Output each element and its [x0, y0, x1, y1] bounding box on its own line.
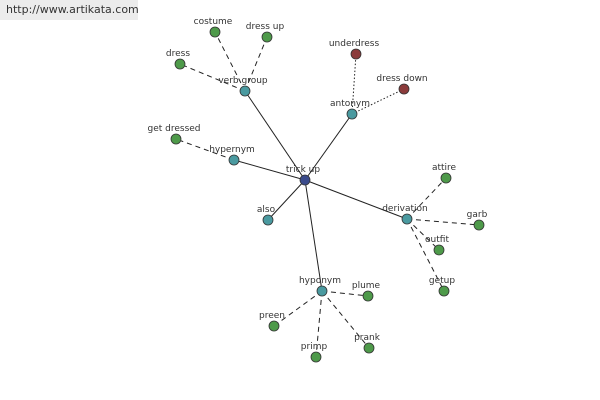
edge — [406, 218, 445, 292]
node-label: hypernym — [209, 145, 255, 155]
edge — [406, 218, 480, 226]
node — [433, 244, 445, 256]
node — [170, 133, 182, 145]
node-label: also — [257, 205, 276, 215]
node-label: garb — [467, 210, 488, 220]
node — [401, 213, 413, 225]
edge — [273, 290, 323, 327]
node — [363, 342, 375, 354]
node — [440, 172, 452, 184]
node-label: verb group — [218, 76, 268, 86]
node — [398, 83, 410, 95]
node-label: primp — [301, 342, 328, 352]
edge — [244, 36, 268, 92]
node-label: preen — [259, 311, 285, 321]
edge — [179, 63, 246, 92]
node — [438, 285, 450, 297]
node — [228, 154, 240, 166]
node — [268, 320, 280, 332]
edge — [315, 290, 323, 358]
node — [346, 108, 358, 120]
node — [209, 26, 221, 38]
node-label: costume — [194, 17, 233, 27]
node — [310, 351, 322, 363]
edge — [351, 53, 357, 115]
node-label: prank — [354, 333, 381, 343]
node — [473, 219, 485, 231]
node — [261, 31, 273, 43]
edge — [304, 179, 323, 292]
node — [316, 285, 328, 297]
edge — [351, 88, 405, 115]
edge — [304, 179, 408, 220]
edge — [406, 177, 447, 220]
node — [239, 85, 251, 97]
node-label: dress down — [376, 74, 427, 84]
edge — [321, 290, 370, 349]
edge — [175, 138, 235, 161]
node — [299, 174, 311, 186]
edge — [321, 290, 369, 297]
edge — [406, 218, 440, 251]
edge — [233, 159, 306, 181]
edge — [244, 90, 306, 181]
node-label: plume — [352, 281, 381, 291]
node-label: underdress — [329, 39, 380, 49]
edge — [304, 113, 353, 181]
edge — [267, 179, 306, 221]
node-label: derivation — [382, 204, 428, 214]
node-label: get dressed — [147, 124, 200, 134]
node — [174, 58, 186, 70]
node-label: getup — [429, 276, 455, 286]
node — [350, 48, 362, 60]
node-label: dress — [166, 49, 190, 59]
edge — [214, 31, 246, 92]
node-label: dress up — [246, 22, 285, 32]
node-label: hyponym — [299, 276, 341, 286]
node — [262, 214, 274, 226]
watermark: http://www.artikata.com — [0, 0, 139, 20]
node — [362, 290, 374, 302]
node-label: outfit — [425, 235, 449, 245]
node-label: attire — [432, 163, 457, 173]
node-label: antonym — [330, 99, 370, 109]
node-label: trick up — [286, 165, 320, 175]
